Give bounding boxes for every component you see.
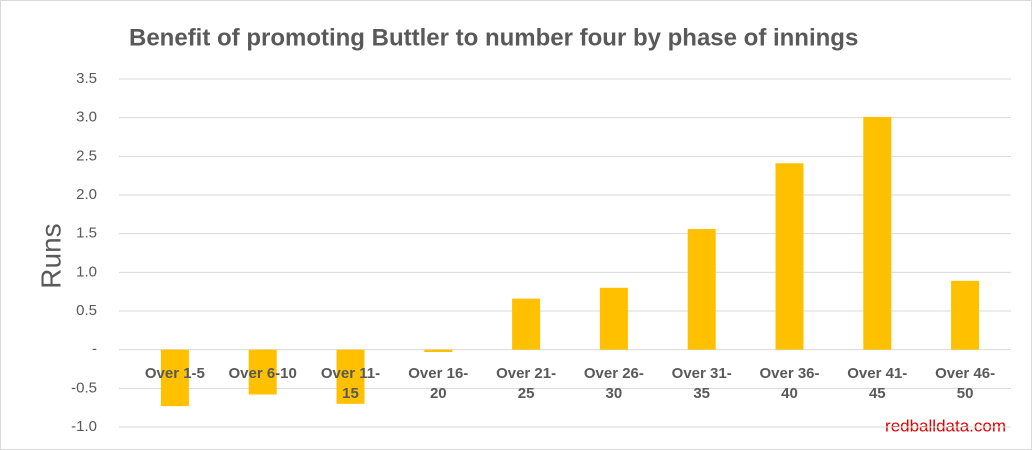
y-tick-label: 3.5 bbox=[76, 70, 97, 87]
x-tick-label: Over 26-30 bbox=[583, 364, 644, 402]
bar bbox=[248, 349, 277, 395]
chart-title: Benefit of promoting Buttler to number f… bbox=[129, 24, 858, 51]
y-tick-label: -1.0 bbox=[71, 418, 97, 435]
bar bbox=[599, 287, 628, 350]
bar bbox=[687, 229, 716, 350]
bar bbox=[863, 116, 892, 350]
bar bbox=[336, 349, 365, 404]
bar bbox=[775, 163, 804, 350]
bar bbox=[951, 280, 980, 350]
watermark: redballdata.com bbox=[885, 416, 1006, 435]
x-tick-label: Over 16-20 bbox=[408, 364, 469, 402]
x-tick-label: Over 36-40 bbox=[759, 364, 820, 402]
bar bbox=[424, 349, 453, 352]
y-tick-label: 0.5 bbox=[76, 302, 97, 319]
y-tick-label: 2.5 bbox=[76, 147, 97, 164]
x-tick-label: Over 21-25 bbox=[496, 364, 557, 402]
y-tick-label: - bbox=[92, 341, 97, 358]
y-tick-label: 3.0 bbox=[76, 109, 97, 126]
x-tick-label: Over 6-10 bbox=[228, 364, 297, 382]
x-tick-label: Over 11-15 bbox=[320, 364, 381, 402]
y-tick-label: 1.0 bbox=[76, 263, 97, 280]
x-tick-label: Over 31-35 bbox=[671, 364, 732, 402]
bar bbox=[512, 298, 541, 350]
x-tick-label: Over 46-50 bbox=[935, 364, 996, 402]
x-tick-label: Over 1-5 bbox=[144, 364, 205, 382]
bar bbox=[160, 349, 189, 407]
y-axis-label: Runs bbox=[35, 223, 66, 288]
y-tick-label: 1.5 bbox=[76, 225, 97, 242]
y-tick-label: 2.0 bbox=[76, 186, 97, 203]
y-tick-label: -0.5 bbox=[71, 379, 97, 396]
x-tick-label: Over 41-45 bbox=[847, 364, 908, 402]
